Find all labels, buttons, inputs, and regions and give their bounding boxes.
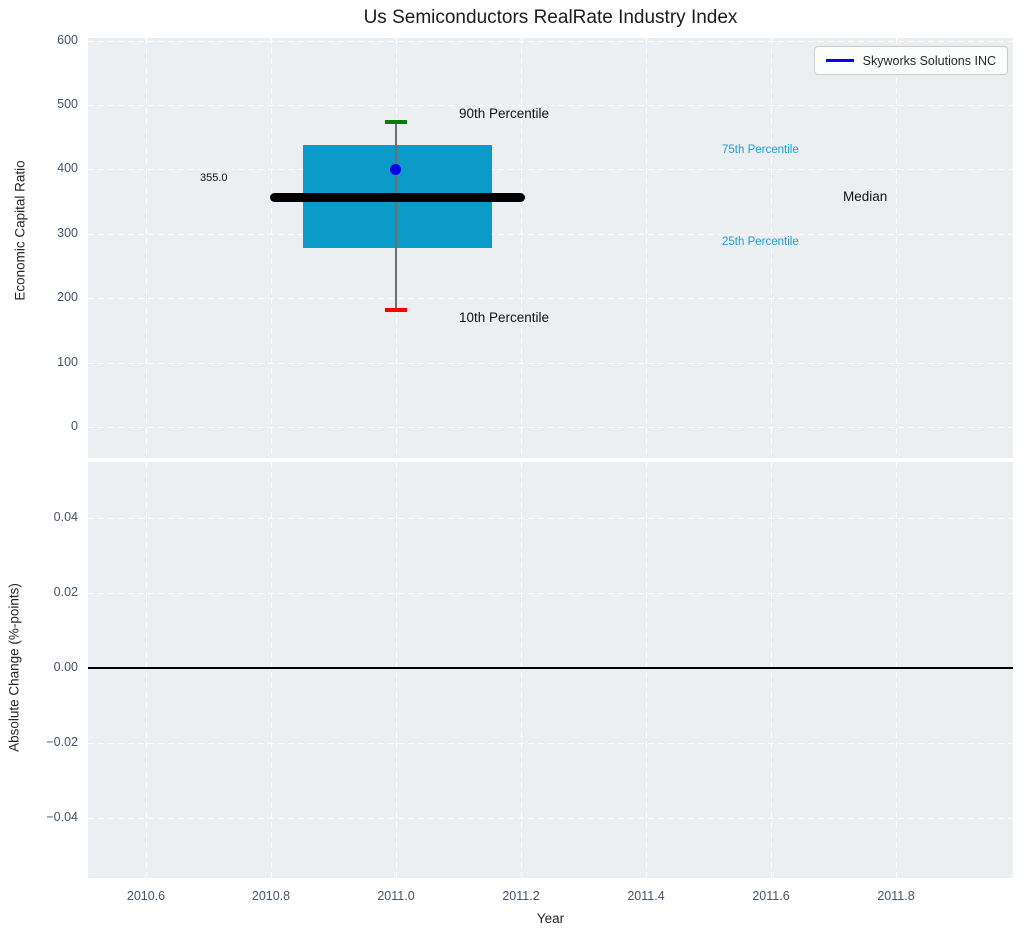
- ytick-label: 300: [57, 226, 78, 240]
- gridline: [271, 462, 272, 878]
- ytick-label: 600: [57, 33, 78, 47]
- p10-cap: [385, 308, 407, 312]
- gridline: [88, 363, 1013, 364]
- xtick-label: 2011.8: [877, 889, 915, 903]
- gridline: [771, 462, 772, 878]
- legend-series-label: Skyworks Solutions INC: [862, 53, 996, 68]
- ytick-label: −0.04: [46, 810, 78, 824]
- ytick-label: 500: [57, 97, 78, 111]
- top-y-axis-label: Economic Capital Ratio: [12, 160, 28, 301]
- gridline: [88, 743, 1013, 744]
- gridline: [88, 105, 1013, 106]
- chart-title: Us Semiconductors RealRate Industry Inde…: [363, 7, 738, 28]
- gridline: [271, 38, 272, 458]
- zero-reference-line: [88, 667, 1013, 669]
- gridline: [88, 518, 1013, 519]
- gridline: [88, 593, 1013, 594]
- xtick-label: 2011.4: [627, 889, 665, 903]
- gridline: [646, 462, 647, 878]
- p10-label: 10th Percentile: [459, 310, 550, 325]
- xtick-label: 2011.2: [502, 889, 540, 903]
- bottom-y-axis-label: Absolute Change (%-points): [6, 583, 22, 752]
- gridline: [521, 38, 522, 458]
- gridline: [88, 818, 1013, 819]
- median-text-label: Median: [843, 189, 888, 204]
- xtick-label: 2010.6: [126, 889, 166, 903]
- xtick-label: 2010.8: [251, 889, 291, 903]
- ytick-label: 0.04: [53, 510, 78, 524]
- gridline: [146, 38, 147, 458]
- gridline: [521, 462, 522, 878]
- company-value-dot: [390, 164, 401, 175]
- gridline: [771, 38, 772, 458]
- gridline: [88, 169, 1013, 170]
- ytick-label: 400: [57, 161, 78, 175]
- gridline: [88, 41, 1013, 42]
- gridline: [146, 462, 147, 878]
- xtick-label: 2011.6: [752, 889, 790, 903]
- gridline: [396, 462, 397, 878]
- gridline: [88, 427, 1013, 428]
- p90-label: 90th Percentile: [459, 106, 550, 121]
- legend-line-swatch: [825, 59, 854, 62]
- p90-cap: [385, 120, 407, 124]
- gridline: [896, 38, 897, 458]
- median-line: [270, 193, 525, 202]
- gridline: [88, 234, 1013, 235]
- gridline: [896, 462, 897, 878]
- x-axis-label: Year: [536, 911, 565, 926]
- xtick-label: 2011.0: [377, 889, 415, 903]
- ytick-label: 200: [57, 290, 78, 304]
- gridline: [396, 38, 397, 458]
- ytick-label: 0.00: [53, 660, 78, 674]
- gridline: [646, 38, 647, 458]
- top-plot-area: 355.0 90th Percentile 10th Percentile 75…: [88, 38, 1013, 458]
- ytick-label: 100: [57, 355, 78, 369]
- ytick-label: −0.02: [46, 735, 78, 749]
- legend: Skyworks Solutions INC: [813, 46, 1008, 75]
- median-value-label: 355.0: [200, 172, 228, 184]
- ytick-label: 0.02: [53, 585, 78, 599]
- gridline: [88, 298, 1013, 299]
- bottom-plot-area: [88, 462, 1013, 878]
- p25-label: 25th Percentile: [722, 236, 799, 248]
- whisker-line: [395, 122, 397, 310]
- ytick-label: 0: [71, 419, 78, 433]
- p75-label: 75th Percentile: [722, 144, 799, 156]
